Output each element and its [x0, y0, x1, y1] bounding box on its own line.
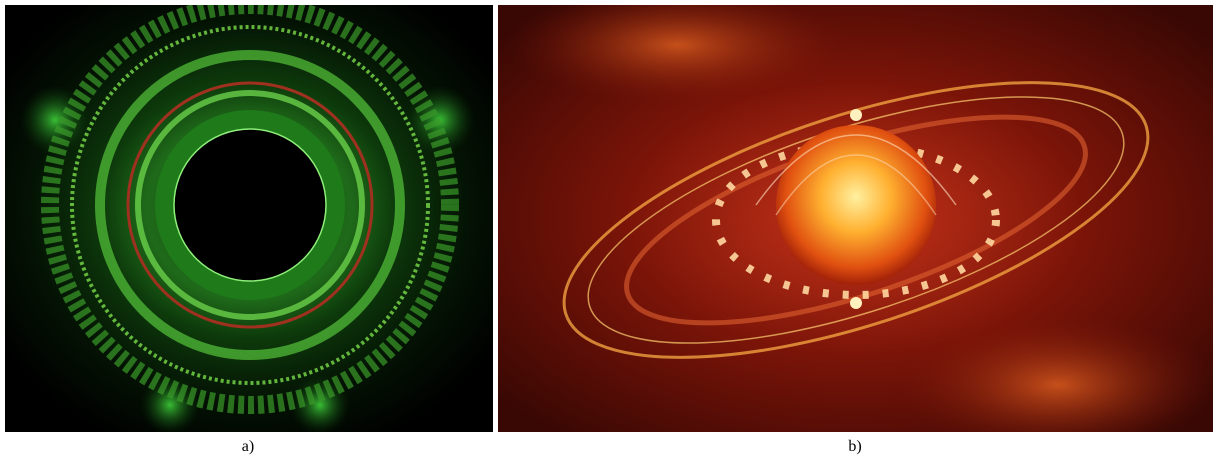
figure-b-image — [498, 5, 1213, 432]
figure-a-caption: a) — [241, 438, 255, 455]
figure-a-image — [5, 5, 493, 432]
figure-b-caption: b) — [848, 438, 862, 455]
